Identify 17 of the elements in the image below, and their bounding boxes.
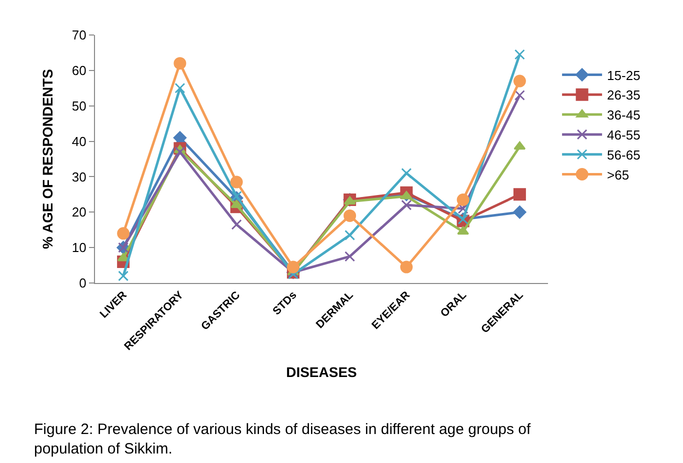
y-tick-label: 60 xyxy=(72,62,86,78)
legend-label: 56-65 xyxy=(607,147,640,162)
y-tick-label: 30 xyxy=(72,169,86,184)
legend-label: 36-45 xyxy=(607,108,640,123)
y-tick-label: 70 xyxy=(72,28,86,43)
caption: Figure 2: Prevalence of various kinds of diseases in different age groups of population of Sikkim. xyxy=(34,421,532,458)
legend-label: 15-25 xyxy=(607,68,640,83)
y-tick-label: 10 xyxy=(72,240,86,256)
legend-label: 26-35 xyxy=(607,88,640,103)
legend-label: >65 xyxy=(607,167,630,182)
y-axis-title: % AGE OF RESPONDENTS xyxy=(40,69,56,249)
x-axis-title: DISEASES xyxy=(286,364,357,380)
legend-label: 46-55 xyxy=(607,128,640,143)
y-tick-label: 20 xyxy=(72,204,86,220)
y-tick-label: 40 xyxy=(72,134,86,149)
y-tick-label: 50 xyxy=(72,98,86,114)
y-tick-label: 0 xyxy=(79,276,86,291)
